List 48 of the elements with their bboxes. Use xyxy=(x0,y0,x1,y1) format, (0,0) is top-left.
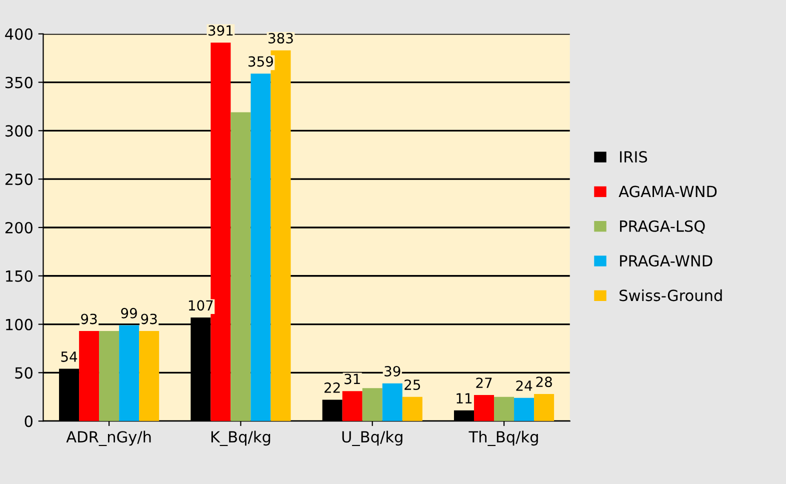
legend-label: IRIS xyxy=(620,151,648,163)
y-tick-label: 200 xyxy=(5,222,32,234)
data-label: 93 xyxy=(141,314,157,324)
y-tick-label: 50 xyxy=(15,367,32,379)
bar xyxy=(250,74,271,422)
legend-label: AGAMA-WND xyxy=(618,186,717,198)
bar xyxy=(342,391,362,422)
data-label: 359 xyxy=(248,56,273,67)
bar xyxy=(230,112,251,422)
data-label: 107 xyxy=(188,300,213,311)
legend-label: Swiss-Ground xyxy=(620,289,722,302)
bar xyxy=(362,388,382,422)
data-label: 39 xyxy=(384,366,400,376)
bar xyxy=(119,325,140,422)
y-tick-label: 400 xyxy=(5,28,32,40)
bar xyxy=(474,394,494,422)
bar xyxy=(402,396,422,422)
data-label: 391 xyxy=(208,25,233,36)
y-tick-label: 100 xyxy=(6,318,32,330)
data-label: 27 xyxy=(476,378,492,388)
x-tick-label: ADR_nGy/h xyxy=(66,430,151,446)
data-label: 11 xyxy=(456,393,472,404)
y-tick-label: 150 xyxy=(6,270,32,282)
bar xyxy=(99,331,120,422)
data-label: 99 xyxy=(121,308,137,318)
data-label: 31 xyxy=(344,374,360,384)
y-tick-label: 350 xyxy=(6,76,32,88)
y-tick-label: 300 xyxy=(6,125,32,137)
data-label: 22 xyxy=(324,382,340,393)
bar xyxy=(139,331,160,422)
bar xyxy=(382,383,402,422)
bar xyxy=(534,394,554,422)
x-tick-label: U_Bq/kg xyxy=(342,430,402,446)
bar xyxy=(494,396,514,422)
data-label: 383 xyxy=(268,32,293,44)
x-tick-label: Th_Bq/kg xyxy=(468,430,538,446)
data-label: 93 xyxy=(81,314,97,324)
data-label: 54 xyxy=(61,352,78,362)
bar xyxy=(79,331,100,422)
data-label: 25 xyxy=(404,380,420,390)
data-label: 28 xyxy=(536,376,552,388)
legend-label: PRAGA-LSQ xyxy=(620,220,705,234)
y-tick-label: 250 xyxy=(5,174,32,186)
legend-label: PRAGA-WND xyxy=(620,255,712,267)
data-label: 24 xyxy=(516,380,532,391)
bar xyxy=(514,398,534,422)
y-tick-label: 0 xyxy=(24,416,32,428)
x-tick-label: K_Bq/kg xyxy=(211,430,270,446)
